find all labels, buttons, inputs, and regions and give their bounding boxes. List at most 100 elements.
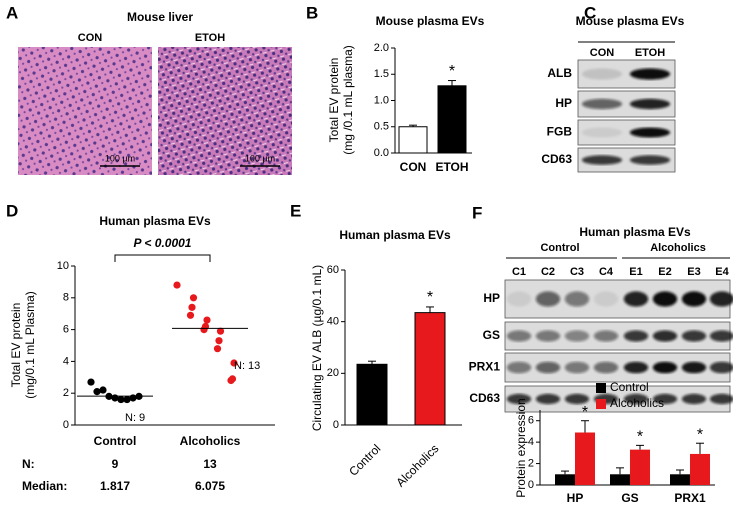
point bbox=[230, 359, 238, 367]
y-tick-label: 4 bbox=[63, 355, 69, 367]
p-bracket bbox=[114, 254, 211, 262]
lane-label: E4 bbox=[715, 266, 729, 278]
blot-band bbox=[506, 361, 532, 374]
table-median: 1.817 bbox=[100, 479, 130, 493]
point bbox=[93, 388, 101, 396]
x-tick-label: Control bbox=[94, 434, 137, 448]
significance: * bbox=[427, 289, 433, 306]
blot-band bbox=[709, 361, 733, 374]
point bbox=[203, 316, 211, 324]
blot-band bbox=[623, 393, 649, 405]
group-label: Alcoholics bbox=[650, 242, 706, 254]
blot-band bbox=[623, 330, 649, 342]
significance: * bbox=[449, 63, 455, 80]
point bbox=[213, 345, 222, 353]
significance: * bbox=[697, 426, 703, 443]
blot-band bbox=[564, 393, 590, 405]
bar bbox=[437, 85, 467, 154]
blot-band bbox=[681, 393, 707, 405]
point bbox=[111, 394, 119, 402]
blot-band bbox=[709, 330, 733, 342]
point bbox=[189, 294, 198, 302]
y-tick-label: 0.5 bbox=[374, 121, 389, 133]
y-axis-label: (mg/0.1 mL Plasma) bbox=[23, 291, 37, 399]
point bbox=[117, 395, 125, 404]
x-tick-label: Alcoholics bbox=[393, 442, 441, 490]
x-tick-label: CON bbox=[400, 160, 427, 174]
band-label: GS bbox=[483, 328, 500, 342]
bar bbox=[398, 126, 428, 154]
blot-band bbox=[623, 361, 649, 374]
lane-label: E2 bbox=[658, 266, 671, 278]
blot-band bbox=[629, 98, 671, 110]
significance: * bbox=[582, 404, 588, 421]
y-tick-label: 40 bbox=[327, 316, 339, 328]
table-n: 9 bbox=[112, 457, 119, 471]
y-tick-label: 2 bbox=[528, 457, 534, 469]
x-tick-label: GS bbox=[621, 491, 638, 505]
blot-band bbox=[581, 98, 623, 110]
point bbox=[129, 394, 137, 402]
y-axis-label: (mg /0.1 mL plasma) bbox=[341, 45, 355, 155]
lane-label: C2 bbox=[541, 266, 555, 278]
histology-con bbox=[18, 47, 152, 175]
point bbox=[188, 303, 196, 311]
legend-swatch bbox=[596, 383, 606, 393]
blot-band bbox=[629, 155, 671, 165]
point bbox=[99, 386, 107, 394]
panel-letter: D bbox=[6, 201, 18, 220]
blot-band bbox=[681, 361, 707, 374]
blot-band bbox=[629, 127, 671, 138]
group-label: Control bbox=[540, 242, 579, 254]
y-tick-label: 2.0 bbox=[374, 42, 389, 54]
lane-label: C4 bbox=[599, 266, 614, 278]
legend-swatch bbox=[596, 399, 606, 409]
band-label: CD63 bbox=[469, 391, 500, 405]
point bbox=[87, 378, 95, 386]
panel-letter: F bbox=[472, 203, 482, 222]
x-tick-label: PRX1 bbox=[674, 491, 706, 505]
chart-title: Mouse plasma EVs bbox=[376, 14, 485, 28]
y-tick-label: 1.5 bbox=[374, 68, 389, 80]
blot-band bbox=[681, 291, 707, 307]
panel-title: Mouse plasma EVs bbox=[576, 14, 685, 28]
legend-label: Alcoholics bbox=[610, 396, 664, 410]
blot-band bbox=[681, 330, 707, 342]
y-tick-label: 6 bbox=[63, 324, 69, 336]
scale-bar-label: 100 µm bbox=[245, 153, 275, 163]
band-label: FGB bbox=[547, 125, 573, 139]
blot-band bbox=[581, 127, 623, 138]
y-tick-label: 20 bbox=[327, 367, 339, 379]
bar bbox=[690, 453, 710, 485]
point bbox=[215, 337, 223, 345]
y-axis-label: Total EV protein bbox=[327, 58, 341, 143]
lane-label: E1 bbox=[629, 266, 642, 278]
panel-letter: A bbox=[6, 3, 18, 22]
x-tick-label: HP bbox=[567, 491, 584, 505]
histology-etoh bbox=[158, 47, 292, 175]
blot-band bbox=[652, 361, 678, 374]
blot-band bbox=[535, 361, 561, 374]
blot-band bbox=[709, 291, 733, 307]
chart-title: Human plasma EVs bbox=[99, 214, 211, 228]
x-tick-label: ETOH bbox=[435, 160, 468, 174]
chart-title: Human plasma EVs bbox=[339, 228, 451, 242]
table-n: 13 bbox=[203, 457, 217, 471]
y-axis-label: Total EV protein bbox=[9, 303, 23, 388]
blot-band bbox=[506, 393, 532, 405]
lane-label: C1 bbox=[512, 266, 526, 278]
y-tick-label: 4 bbox=[528, 436, 534, 448]
n-label: N: 13 bbox=[234, 360, 260, 372]
band-label: HP bbox=[483, 291, 500, 305]
blot-band bbox=[652, 330, 678, 342]
y-tick-label: 0 bbox=[333, 419, 339, 431]
blot-band bbox=[564, 291, 590, 307]
band-label: CD63 bbox=[541, 152, 572, 166]
y-tick-label: 0 bbox=[528, 479, 534, 491]
blot-band bbox=[652, 291, 678, 307]
blot-band bbox=[535, 291, 561, 307]
bar bbox=[414, 312, 446, 426]
y-tick-label: 10 bbox=[57, 260, 69, 272]
panel-letter: B bbox=[306, 3, 318, 22]
